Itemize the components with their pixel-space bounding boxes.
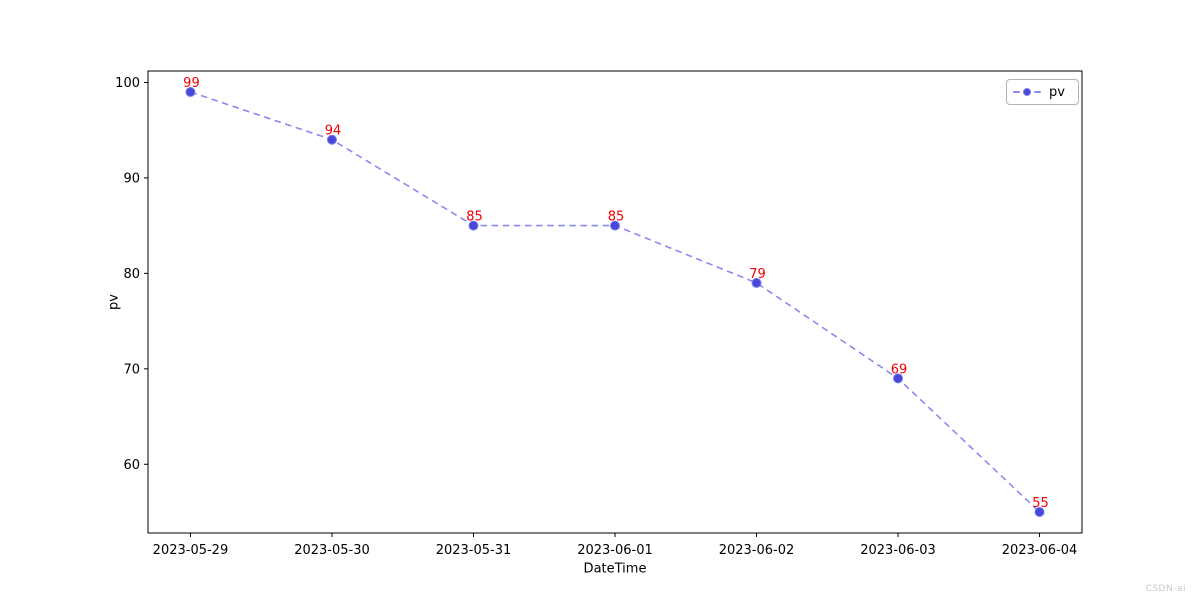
data-point-marker xyxy=(468,220,479,231)
y-tick-label: 80 xyxy=(123,267,140,282)
data-point-label: 94 xyxy=(325,124,342,139)
x-axis-label: DateTime xyxy=(583,561,647,577)
data-point-marker xyxy=(326,134,337,145)
data-point-label: 99 xyxy=(183,76,200,91)
watermark: CSDN-ai xyxy=(1145,584,1186,594)
x-tick-label: 2023-06-03 xyxy=(860,543,936,558)
data-point-label: 85 xyxy=(466,210,483,225)
legend-line-marker-icon xyxy=(1013,88,1041,96)
data-point-label: 85 xyxy=(608,210,625,225)
legend-entry-pv: pv xyxy=(1049,84,1065,100)
legend-dash-icon xyxy=(1034,91,1041,93)
data-point-label: 55 xyxy=(1032,496,1049,511)
y-tick-label: 100 xyxy=(115,76,140,91)
legend-dash-icon xyxy=(1013,91,1020,93)
data-point-label: 69 xyxy=(891,362,908,377)
plot-border xyxy=(147,70,1083,534)
y-axis-label: pv xyxy=(106,294,122,310)
x-tick-label: 2023-06-02 xyxy=(719,543,795,558)
x-tick-label: 2023-05-30 xyxy=(294,543,370,558)
data-point-marker xyxy=(751,277,762,288)
data-point-marker xyxy=(1034,507,1045,517)
y-tick-label: 60 xyxy=(123,458,140,473)
y-tick-label: 70 xyxy=(123,362,140,377)
x-tick-label: 2023-05-29 xyxy=(153,543,229,558)
x-tick-label: 2023-06-04 xyxy=(1002,543,1078,558)
data-point-marker xyxy=(185,87,196,97)
legend: pv xyxy=(1006,79,1079,105)
series-line xyxy=(190,91,1041,513)
y-tick-label: 90 xyxy=(123,171,140,186)
data-point-marker xyxy=(893,373,904,384)
x-tick-label: 2023-06-01 xyxy=(577,543,653,558)
x-tick-label: 2023-05-31 xyxy=(436,543,512,558)
data-point-marker xyxy=(610,220,620,231)
data-point-label: 79 xyxy=(749,267,766,282)
legend-marker-icon xyxy=(1023,88,1031,96)
